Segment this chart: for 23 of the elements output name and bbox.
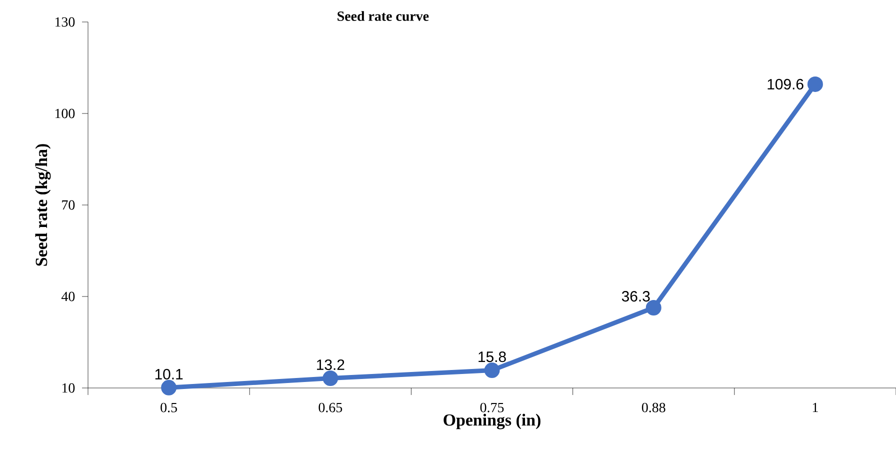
x-tick-label: 0.5 <box>160 402 177 412</box>
data-label: 109.6 <box>768 78 804 90</box>
x-tick-label: 0.75 <box>480 402 504 412</box>
data-label: 15.8 <box>478 352 506 362</box>
x-tick-label: 1 <box>812 402 818 412</box>
x-tick-label: 0.88 <box>642 402 666 412</box>
y-tick-label: 70 <box>62 200 75 210</box>
point <box>161 380 177 396</box>
x-tick-label: 0.65 <box>318 402 342 412</box>
point <box>807 76 823 92</box>
y-tick-label: 100 <box>55 108 75 118</box>
point <box>322 370 338 386</box>
y-axis-title: Seed rate (kg/ha) <box>35 144 51 266</box>
data-label: 10.1 <box>155 368 183 380</box>
data-label: 36.3 <box>622 290 650 302</box>
y-tick-label: 10 <box>62 383 75 393</box>
x-axis-title: Openings (in) <box>444 414 540 430</box>
point <box>646 300 662 316</box>
y-tick-label: 130 <box>55 17 75 27</box>
y-tick-label: 40 <box>61 292 75 302</box>
point <box>484 362 500 378</box>
data-label: 13.2 <box>317 359 344 370</box>
chart-title: Seed rate curve <box>338 11 429 21</box>
